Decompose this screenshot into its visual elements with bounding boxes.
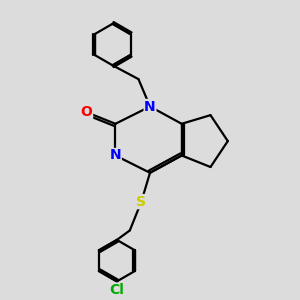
Text: N: N: [144, 100, 156, 113]
Text: N: N: [110, 148, 121, 163]
Text: Cl: Cl: [110, 283, 124, 297]
Text: O: O: [81, 105, 92, 119]
Text: S: S: [136, 195, 146, 208]
